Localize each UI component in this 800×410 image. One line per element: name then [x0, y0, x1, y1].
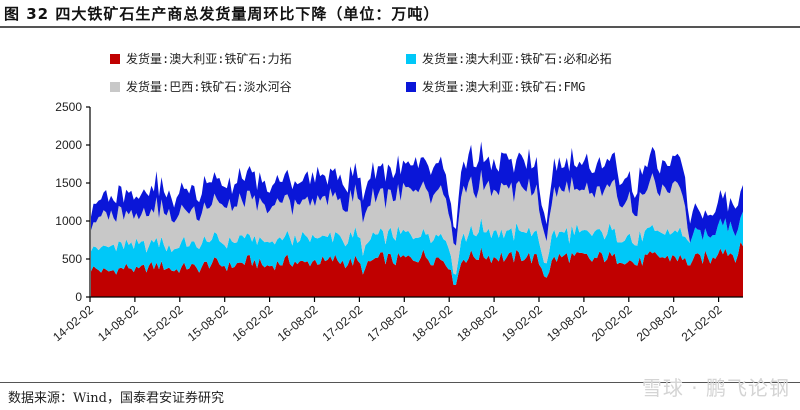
area-series-2 — [91, 169, 743, 275]
legend-swatch-gray — [110, 81, 120, 92]
y-tick-label: 2500 — [55, 100, 82, 114]
x-tick-label: 19-08-02 — [544, 302, 590, 344]
title-divider — [0, 26, 800, 28]
y-tick-label: 1000 — [55, 214, 82, 228]
watermark: 雪球 · 鹏飞论钢 — [641, 376, 790, 400]
x-tick-label: 17-02-02 — [320, 302, 366, 344]
x-tick-label: 16-08-02 — [275, 302, 321, 344]
x-tick-label: 20-08-02 — [634, 302, 680, 344]
x-tick-label: 18-08-02 — [454, 302, 500, 344]
area-series-3 — [91, 141, 743, 246]
legend-label: 发货量:巴西:铁矿石:淡水河谷 — [126, 80, 292, 94]
x-tick-label: 15-02-02 — [140, 302, 186, 344]
legend-label: 发货量:澳大利亚:铁矿石:必和必拓 — [422, 52, 612, 66]
x-tick-label: 21-02-02 — [679, 302, 725, 344]
x-tick-label: 18-02-02 — [409, 302, 455, 344]
x-tick-label: 20-02-02 — [589, 302, 635, 344]
x-tick-label: 15-08-02 — [185, 302, 231, 344]
legend-label: 发货量:澳大利亚:铁矿石:力拓 — [126, 52, 292, 66]
x-tick-label: 14-08-02 — [95, 302, 141, 344]
legend-item-vale: 发货量:巴西:铁矿石:淡水河谷 — [110, 78, 292, 95]
y-tick-label: 500 — [62, 252, 82, 266]
y-tick-label: 1500 — [55, 176, 82, 190]
x-tick-label: 14-02-02 — [50, 302, 96, 344]
x-tick-label: 17-08-02 — [364, 302, 410, 344]
y-tick-label: 2000 — [55, 138, 82, 152]
legend-label: 发货量:澳大利亚:铁矿石:FMG — [422, 80, 586, 94]
footer-divider — [0, 382, 800, 383]
x-tick-label: 16-02-02 — [230, 302, 276, 344]
legend-swatch-blue — [406, 81, 416, 92]
legend-item-fmg: 发货量:澳大利亚:铁矿石:FMG — [406, 78, 585, 95]
y-tick-label: 0 — [75, 290, 82, 304]
area-series-1 — [91, 211, 743, 285]
area-series-0 — [91, 242, 743, 297]
data-source: 数据来源：Wind，国泰君安证券研究 — [8, 391, 224, 406]
figure-title: 图 32 四大铁矿石生产商总发货量周环比下降（单位：万吨） — [4, 5, 440, 23]
chart-areas — [91, 141, 743, 297]
legend-swatch-cyan — [406, 53, 416, 64]
legend-item-bhp: 发货量:澳大利亚:铁矿石:必和必拓 — [406, 50, 612, 67]
legend-swatch-red — [110, 53, 120, 64]
legend-item-rio-tinto: 发货量:澳大利亚:铁矿石:力拓 — [110, 50, 292, 67]
x-tick-label: 19-02-02 — [499, 302, 545, 344]
chart-legend: 发货量:澳大利亚:铁矿石:力拓 发货量:澳大利亚:铁矿石:必和必拓 发货量:巴西… — [110, 50, 710, 100]
